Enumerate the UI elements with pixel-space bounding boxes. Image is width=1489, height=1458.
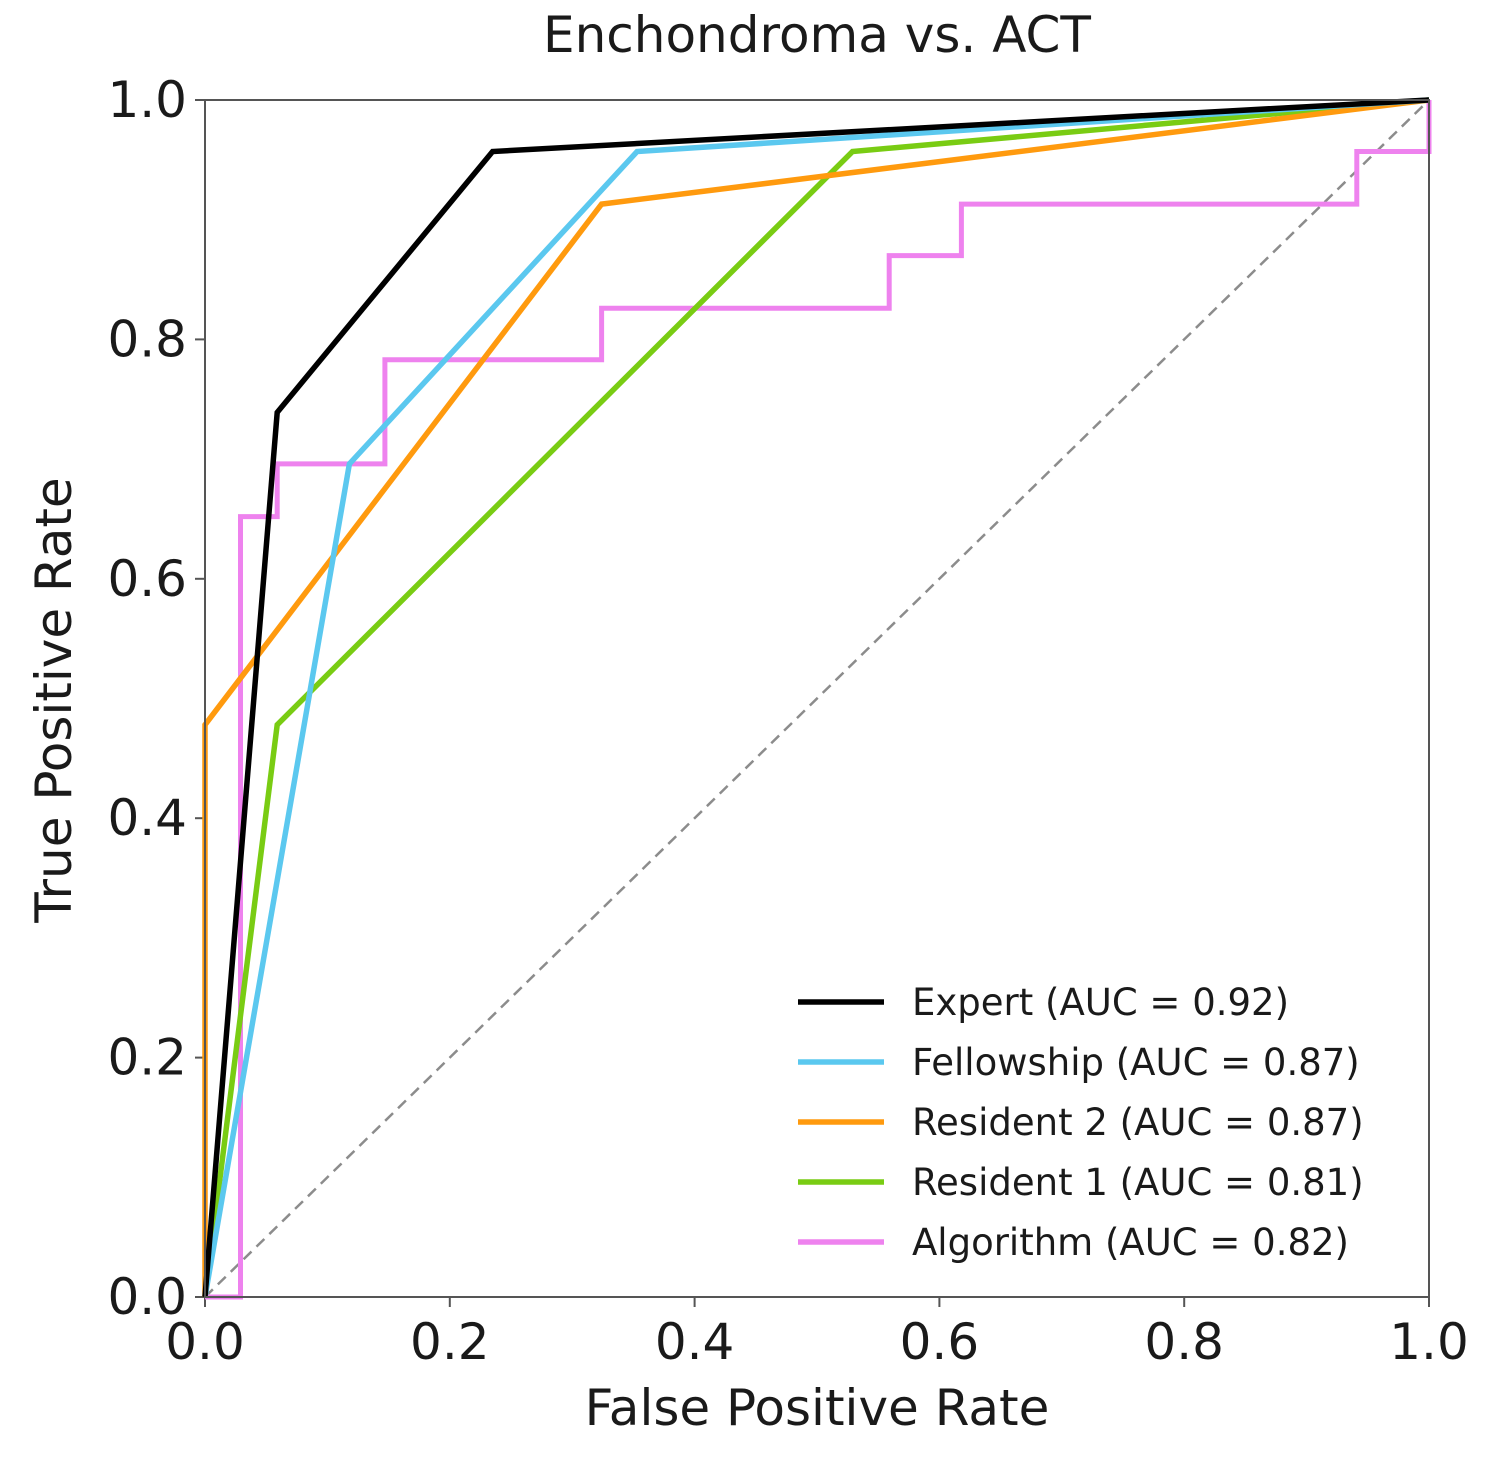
y-tick-label: 0.2 xyxy=(107,1029,187,1087)
x-tick-label: 0.4 xyxy=(655,1313,735,1371)
plot-frame xyxy=(204,99,1430,1298)
series-line-expert xyxy=(202,97,1430,1298)
x-tick-label: 0.8 xyxy=(1144,1313,1224,1371)
y-tick-label: 1.0 xyxy=(107,71,187,129)
chart-title: Enchondroma vs. ACT xyxy=(543,6,1091,64)
x-tick-label: 0.2 xyxy=(410,1313,490,1371)
reference-diagonal-line xyxy=(204,99,1430,1298)
legend: Expert (AUC = 0.92) Fellowship (AUC = 0.8… xyxy=(798,981,1364,1264)
series-line-algorithm xyxy=(205,100,1432,1300)
y-axis-label: True Positive Rate xyxy=(25,477,83,923)
y-tick-label: 0.0 xyxy=(107,1268,187,1326)
x-tick-label: 0.6 xyxy=(900,1313,980,1371)
legend-label-resident-1: Resident 1 (AUC = 0.81) xyxy=(912,1161,1364,1204)
y-tick-label: 0.8 xyxy=(107,310,187,368)
series-line-fellowship xyxy=(202,97,1430,1298)
x-tick-label: 0.0 xyxy=(165,1313,245,1371)
x-tick-label: 1.0 xyxy=(1389,1313,1469,1371)
y-tick-label: 0.6 xyxy=(107,550,187,608)
x-axis-label: False Positive Rate xyxy=(585,1379,1050,1437)
legend-label-fellowship: Fellowship (AUC = 0.87) xyxy=(912,1041,1360,1084)
y-tick-label: 0.4 xyxy=(107,789,187,847)
axis-ticks: 0.0 0.2 0.4 0.6 0.8 1.0 0.0 0.2 0.4 0.6 0.8 1.0 xyxy=(107,71,1468,1371)
series-line-resident-1 xyxy=(202,97,1430,1298)
legend-label-expert: Expert (AUC = 0.92) xyxy=(912,981,1289,1024)
legend-label-algorithm: Algorithm (AUC = 0.82) xyxy=(912,1221,1349,1264)
legend-label-resident-2: Resident 2 (AUC = 0.87) xyxy=(912,1101,1364,1144)
